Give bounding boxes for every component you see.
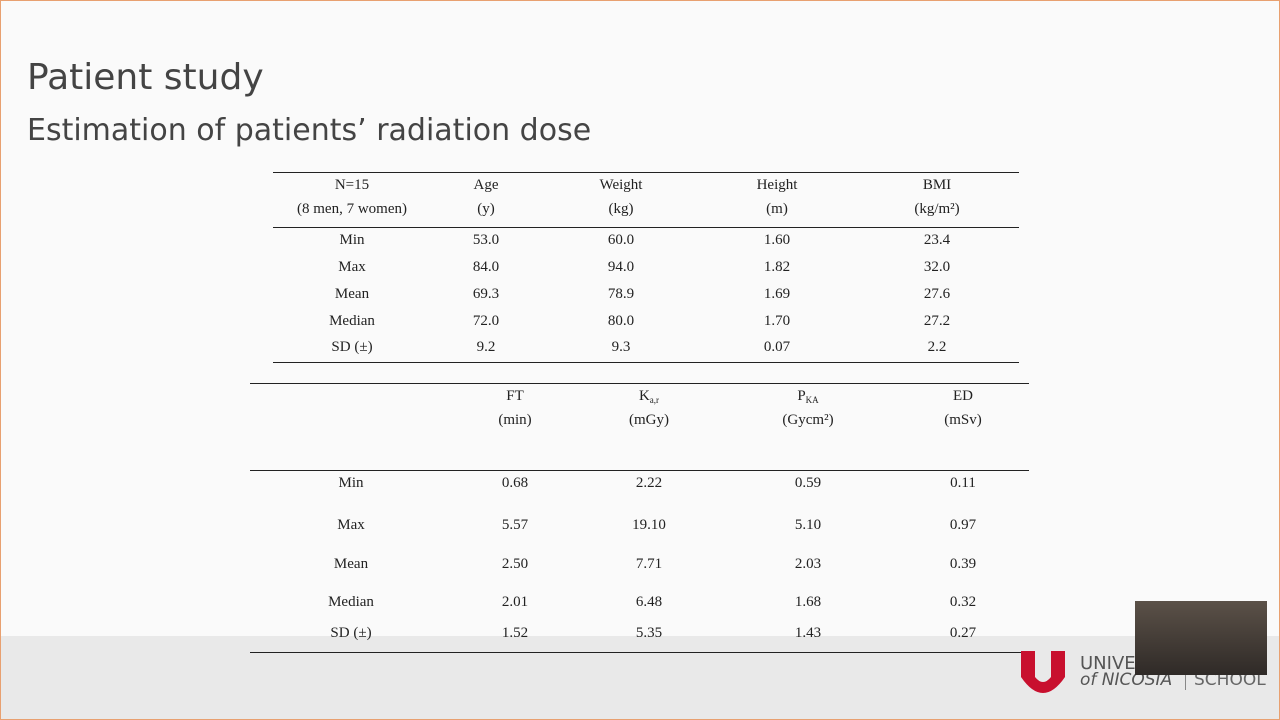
header-name: Height (756, 177, 798, 193)
rule (250, 652, 1029, 653)
header-unit: (y) (477, 201, 495, 217)
table-cell: 78.9 (607, 286, 635, 302)
table-cell: 94.0 (607, 259, 635, 275)
header-name: P (797, 388, 806, 404)
table-cell: 0.32 (949, 594, 977, 610)
table-cell: 0.27 (949, 625, 977, 641)
header-unit: (Gycm²) (782, 412, 834, 428)
rule (273, 362, 1019, 363)
header-cell: FT (506, 387, 524, 405)
table-cell: 0.07 (763, 339, 791, 355)
rule (250, 383, 1029, 384)
logo-text: of NICOSIA (1080, 670, 1173, 690)
row-label: Mean (333, 556, 369, 572)
table-cell: 6.48 (635, 594, 663, 610)
header-unit: (kg) (608, 201, 634, 217)
table-cell: 2.03 (794, 556, 822, 572)
header-name: ED (953, 388, 973, 404)
header-cell: Weight (600, 176, 643, 194)
header-name: Age (473, 177, 499, 193)
header-name: FT (506, 388, 524, 404)
table-cell: 5.57 (501, 517, 529, 533)
table-cell: 2.01 (501, 594, 529, 610)
row-label: Max (337, 517, 365, 533)
header-cell: Age (474, 176, 499, 194)
table-cell: 9.3 (611, 339, 631, 355)
header-cell: BMI (923, 176, 951, 194)
table-cell: 27.2 (923, 313, 951, 329)
table-cell: 0.11 (950, 475, 976, 491)
row-label: Max (338, 259, 366, 275)
row-label: SD (±) (331, 339, 373, 355)
header-cell: N=15 (335, 176, 369, 194)
table-cell: 9.2 (476, 339, 496, 355)
table-cell: 2.50 (501, 556, 529, 572)
webcam-video (1135, 601, 1267, 675)
rule (250, 470, 1029, 471)
table-cell: 1.69 (763, 286, 791, 302)
slide-subtitle: Estimation of patients’ radiation dose (27, 113, 592, 148)
header-unit: (kg/m²) (914, 201, 960, 217)
header-unit: (8 men, 7 women) (297, 201, 407, 217)
table-cell: 69.3 (472, 286, 500, 302)
header-name: N=15 (334, 177, 370, 193)
table-cell: 0.59 (794, 475, 822, 491)
table-cell: 1.52 (501, 625, 529, 641)
header-name: K (638, 388, 650, 404)
rule (273, 172, 1019, 173)
row-label: Min (338, 475, 364, 491)
table-cell: 72.0 (472, 313, 500, 329)
slide-title: Patient study (27, 57, 264, 98)
table-cell: 1.82 (763, 259, 791, 275)
logo-text: SCHOOL (1185, 670, 1266, 690)
table-cell: 84.0 (472, 259, 500, 275)
table-cell: 2.22 (635, 475, 663, 491)
header-unit: (m) (766, 201, 788, 217)
table-cell: 1.43 (794, 625, 822, 641)
header-cell: ED (953, 387, 973, 405)
header-cell: Ka,r (639, 387, 659, 409)
table-cell: 5.10 (794, 517, 822, 533)
logo-mark (1021, 651, 1065, 693)
header-unit: (mSv) (944, 412, 982, 428)
header-subscript: a,r (649, 395, 660, 405)
table-cell: 5.35 (635, 625, 663, 641)
header-unit: (mGy) (629, 412, 669, 428)
table-cell: 23.4 (923, 232, 951, 248)
row-label: Min (339, 232, 365, 248)
table-cell: 1.68 (794, 594, 822, 610)
table-cell: 0.68 (501, 475, 529, 491)
header-name: BMI (922, 177, 952, 193)
row-label: Median (328, 594, 374, 610)
table-cell: 80.0 (607, 313, 635, 329)
table-cell: 0.97 (949, 517, 977, 533)
bottom-band (1, 636, 1279, 719)
table-cell: 7.71 (635, 556, 663, 572)
table-cell: 32.0 (923, 259, 951, 275)
table-cell: 2.2 (927, 339, 947, 355)
logo-text: UNIVE (1080, 653, 1136, 674)
table-cell: 60.0 (607, 232, 635, 248)
table-cell: 19.10 (632, 517, 666, 533)
header-unit: (min) (498, 412, 532, 428)
header-cell: Height (757, 176, 798, 194)
table-cell: 1.70 (763, 313, 791, 329)
header-subscript: KA (805, 395, 819, 405)
row-label: Median (329, 313, 375, 329)
row-label: Mean (334, 286, 370, 302)
header-cell: PKA (797, 387, 818, 409)
table-cell: 0.39 (949, 556, 977, 572)
table-cell: 53.0 (472, 232, 500, 248)
header-name: Weight (599, 177, 643, 193)
table-cell: 27.6 (923, 286, 951, 302)
row-label: SD (±) (330, 625, 372, 641)
rule (273, 227, 1019, 228)
table-cell: 1.60 (763, 232, 791, 248)
